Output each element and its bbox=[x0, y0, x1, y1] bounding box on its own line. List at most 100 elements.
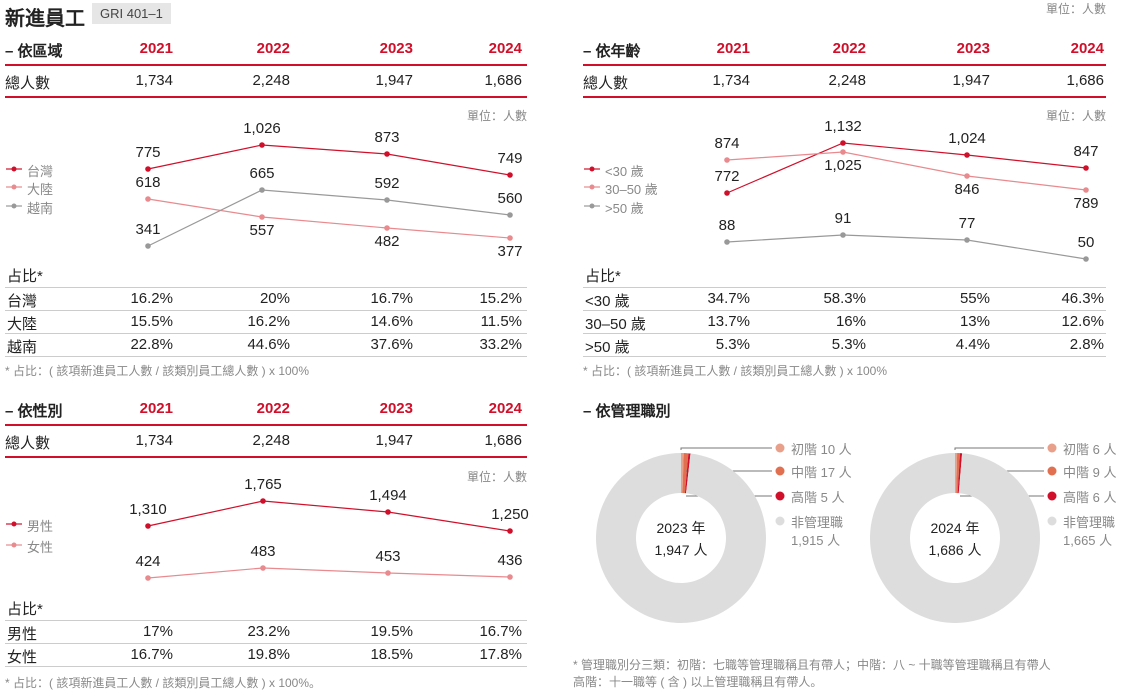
ratio-title: 占比* bbox=[7, 601, 43, 618]
ratio-value: 16.7% bbox=[370, 290, 413, 307]
total-value: 2,248 bbox=[828, 72, 866, 89]
ratio-row-label: 女性 bbox=[7, 649, 38, 666]
data-label: 1,025 bbox=[824, 157, 862, 174]
year-header: 2023 bbox=[956, 40, 990, 57]
year-header: 2021 bbox=[716, 40, 750, 57]
legend-marker bbox=[11, 542, 17, 548]
data-label: 592 bbox=[374, 175, 400, 192]
legend-marker bbox=[589, 166, 595, 172]
data-point bbox=[964, 152, 970, 158]
ratio-title: 占比* bbox=[7, 268, 43, 285]
ratio-value: 46.3% bbox=[1061, 290, 1104, 307]
total-label: 總人數 bbox=[5, 435, 51, 452]
row-divider bbox=[583, 310, 1106, 311]
total-label: 總人數 bbox=[583, 75, 629, 92]
legend-label: 高階 5 人 bbox=[791, 490, 845, 505]
data-label: 789 bbox=[1073, 195, 1099, 212]
data-label: 91 bbox=[834, 210, 852, 227]
year-header: 2024 bbox=[488, 40, 522, 57]
data-point bbox=[1083, 165, 1089, 171]
year-header: 2023 bbox=[379, 40, 413, 57]
gri-badge: GRI 401–1 bbox=[92, 3, 171, 24]
page-unit: 單位：人數 bbox=[1045, 2, 1106, 16]
ratio-value: 2.8% bbox=[1069, 336, 1104, 353]
ratio-value: 4.4% bbox=[955, 336, 990, 353]
data-point bbox=[384, 197, 390, 203]
total-value: 1,686 bbox=[484, 432, 522, 449]
legend-marker bbox=[11, 184, 17, 190]
legend-label: 初階 10 人 bbox=[791, 442, 852, 457]
section-heading: – 依性別 bbox=[5, 403, 63, 420]
data-point bbox=[724, 190, 730, 196]
legend-dot bbox=[775, 466, 785, 476]
data-point bbox=[259, 187, 265, 193]
ratio-value: 16.7% bbox=[479, 623, 522, 640]
header-divider bbox=[5, 64, 527, 66]
data-point bbox=[145, 166, 151, 172]
ratio-value: 19.8% bbox=[247, 646, 290, 663]
legend-dot bbox=[1047, 491, 1057, 501]
series-line bbox=[147, 198, 511, 239]
year-header: 2022 bbox=[832, 40, 866, 57]
mgmt-footnote: 高階：十一職等 ( 含 ) 以上管理職稱且有帶人。 bbox=[573, 675, 823, 689]
legend-marker bbox=[589, 203, 595, 209]
data-point bbox=[964, 173, 970, 179]
ratio-value: 18.5% bbox=[370, 646, 413, 663]
ratio-value: 55% bbox=[959, 290, 990, 307]
legend-label: 30–50 歲 bbox=[605, 182, 658, 197]
data-point bbox=[507, 172, 513, 178]
legend-label: 中階 17 人 bbox=[791, 465, 852, 480]
ratio-value: 13% bbox=[959, 313, 990, 330]
data-label: 1,132 bbox=[824, 118, 862, 135]
header-divider bbox=[583, 64, 1106, 66]
data-point bbox=[259, 142, 265, 148]
data-point bbox=[507, 212, 513, 218]
data-point bbox=[145, 523, 151, 529]
ratio-value: 12.6% bbox=[1061, 313, 1104, 330]
total-value: 1,947 bbox=[952, 72, 990, 89]
pie-slice-高階 bbox=[684, 453, 691, 494]
legend-label: 女性 bbox=[27, 540, 54, 555]
series-line bbox=[147, 144, 511, 176]
legend-label: 高階 6 人 bbox=[1063, 490, 1117, 505]
unit-label: 單位：人數 bbox=[1045, 109, 1106, 123]
data-label: 77 bbox=[958, 215, 976, 232]
year-header: 2024 bbox=[488, 400, 522, 417]
legend-marker bbox=[11, 166, 17, 172]
legend-label: <30 歲 bbox=[605, 164, 644, 179]
data-point bbox=[507, 235, 513, 241]
pie-center-year: 2023 年 bbox=[656, 520, 706, 536]
total-value: 2,248 bbox=[252, 72, 290, 89]
total-divider bbox=[5, 456, 527, 458]
row-divider bbox=[583, 333, 1106, 334]
ratio-value: 17% bbox=[142, 623, 173, 640]
data-label: 846 bbox=[954, 181, 980, 198]
total-value: 1,686 bbox=[1066, 72, 1104, 89]
section-heading: – 依區域 bbox=[5, 43, 63, 60]
legend-marker bbox=[589, 184, 595, 190]
legend-label: 越南 bbox=[27, 201, 54, 216]
data-point bbox=[964, 237, 970, 243]
unit-label: 單位：人數 bbox=[466, 470, 527, 484]
total-label: 總人數 bbox=[5, 75, 51, 92]
row-divider bbox=[5, 643, 527, 644]
ratio-footnote: * 占比：( 該項新進員工人數 / 該類別員工總人數 ) x 100%。 bbox=[5, 676, 322, 690]
data-point bbox=[840, 149, 846, 155]
legend-label: 非管理職 bbox=[791, 515, 844, 530]
total-value: 1,734 bbox=[135, 72, 173, 89]
series-line bbox=[147, 189, 511, 247]
ratio-row-label: 台灣 bbox=[7, 293, 38, 310]
pie-center-year: 2024 年 bbox=[930, 520, 980, 536]
legend-label: 中階 9 人 bbox=[1063, 465, 1117, 480]
ratio-row-label: 30–50 歲 bbox=[585, 316, 646, 333]
data-label: 772 bbox=[714, 168, 740, 185]
data-point bbox=[507, 574, 513, 580]
pie-center-total: 1,947 人 bbox=[654, 542, 708, 558]
data-label: 775 bbox=[135, 144, 161, 161]
data-label: 1,024 bbox=[948, 130, 986, 147]
ratio-value: 34.7% bbox=[707, 290, 750, 307]
data-label: 1,026 bbox=[243, 120, 281, 137]
series-line bbox=[147, 567, 511, 579]
row-divider bbox=[5, 333, 527, 334]
